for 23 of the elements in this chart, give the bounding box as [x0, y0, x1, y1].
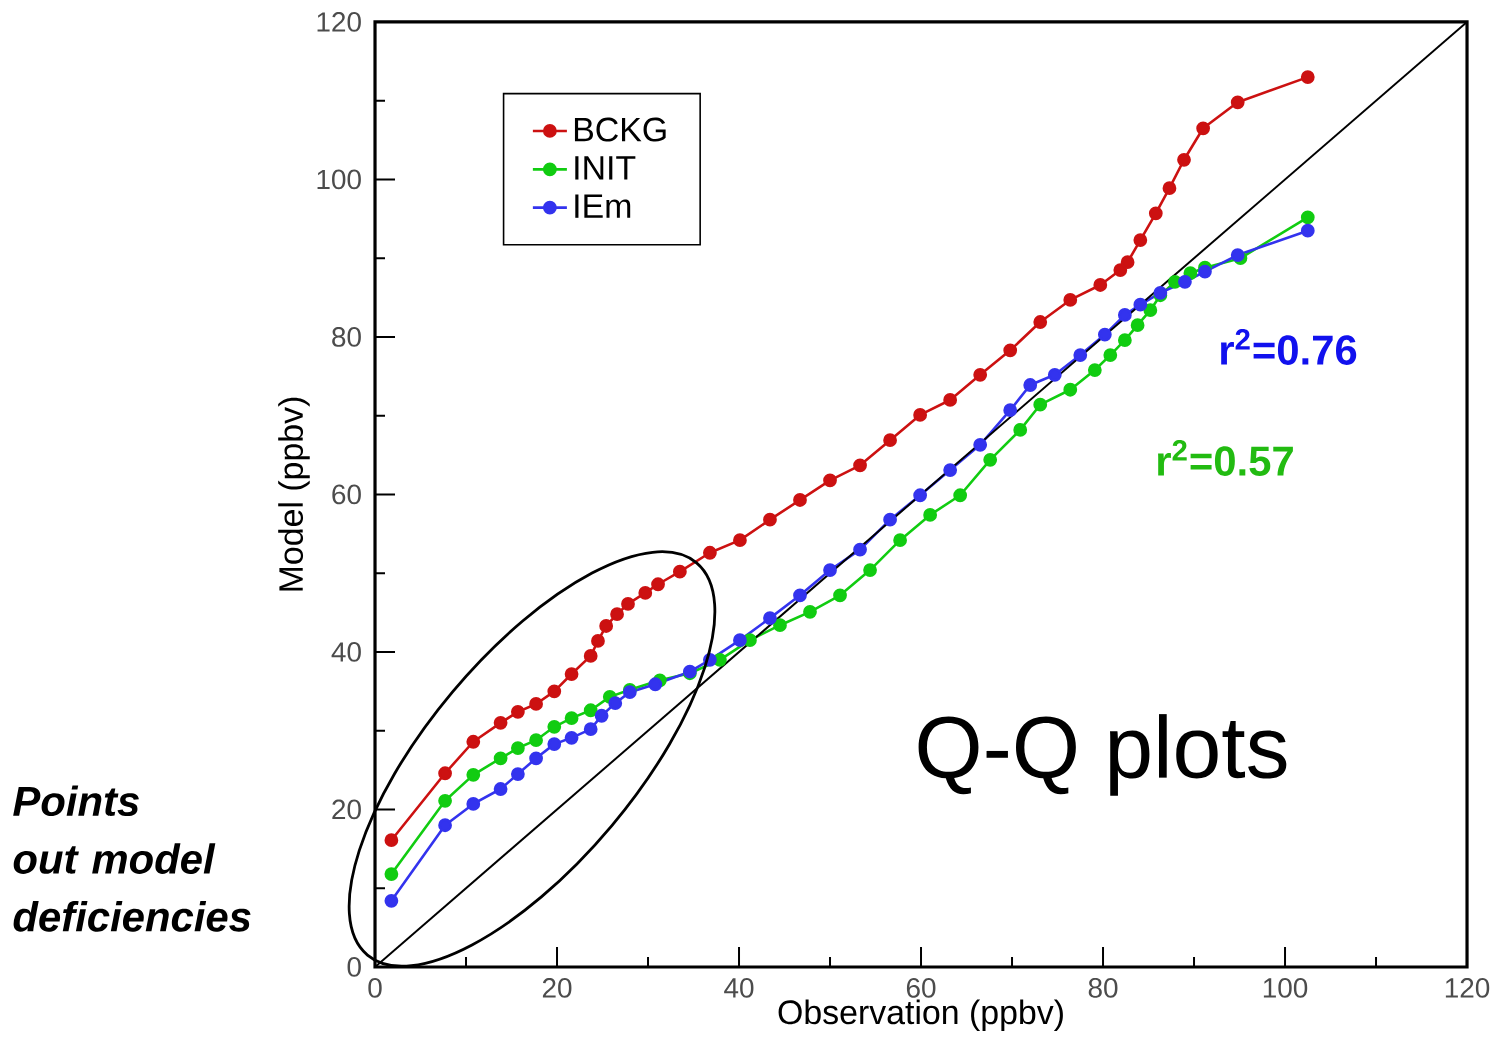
y-tick-label: 100: [317, 169, 361, 190]
legend-label: BCKG: [574, 117, 666, 142]
y-tick-label: 60: [332, 484, 361, 505]
legend-label: IEm: [575, 194, 631, 218]
annotation: r$^{2}$=0.76: [1221, 329, 1357, 365]
text: Points out model deficiencies: [13, 785, 251, 932]
x-tick-label: 40: [724, 978, 754, 998]
y-axis-title: Model (ppbv): [278, 397, 310, 591]
x-tick-label: 0: [368, 978, 382, 998]
y-tick-label: 40: [331, 642, 361, 662]
y-tick-label: 0: [347, 957, 361, 977]
annotation: Q-Q plots: [918, 714, 1287, 796]
y-tick-label: 20: [332, 799, 361, 820]
legend-label: INIT: [575, 156, 636, 180]
annotation: r$^{2}$=0.57: [1158, 440, 1293, 476]
y-tick-label: 80: [332, 327, 361, 347]
x-tick-label: 120: [1445, 978, 1490, 998]
x-tick-label: 20: [542, 978, 572, 998]
y-tick-label: 120: [317, 12, 361, 32]
x-tick-label: 80: [1088, 978, 1118, 998]
x-axis-title: Observation (ppbv): [778, 999, 1063, 1032]
x-tick-label: 100: [1263, 978, 1308, 998]
x-tick-label: 60: [906, 978, 936, 998]
